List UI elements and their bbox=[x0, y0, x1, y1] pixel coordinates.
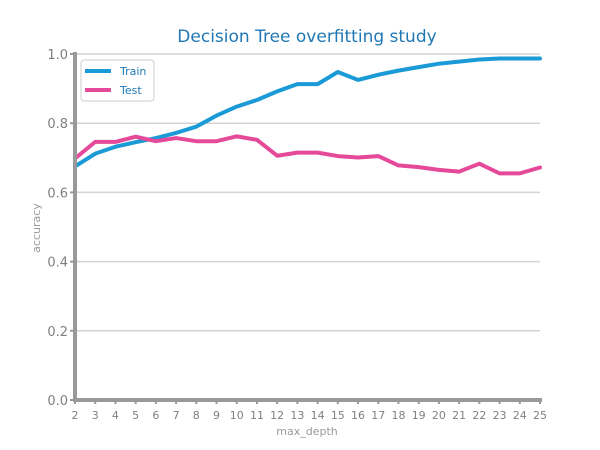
x-tick-label: 10 bbox=[230, 409, 244, 422]
x-tick-label: 6 bbox=[152, 409, 159, 422]
y-tick-label: 0.2 bbox=[47, 325, 68, 340]
x-tick-label: 23 bbox=[493, 409, 507, 422]
x-tick-label: 19 bbox=[412, 409, 426, 422]
x-tick-label: 9 bbox=[213, 409, 220, 422]
x-tick-label: 3 bbox=[92, 409, 99, 422]
series-lines bbox=[73, 56, 542, 176]
legend-label-test: Test bbox=[119, 84, 142, 97]
grid-lines bbox=[75, 53, 540, 332]
x-tick-label: 24 bbox=[513, 409, 527, 422]
x-tick-label: 5 bbox=[132, 409, 139, 422]
x-tick-label: 7 bbox=[173, 409, 180, 422]
x-tick-label: 18 bbox=[391, 409, 405, 422]
x-tick-label: 21 bbox=[452, 409, 466, 422]
tick-labels: 0.00.20.40.60.81.02 3 4 5 6 7 8 9 10 11 12 13 14 15 16… bbox=[47, 48, 547, 422]
chart-title: Decision Tree overfitting study bbox=[177, 27, 436, 47]
x-tick-label: 12 bbox=[270, 409, 284, 422]
x-tick-label: 15 bbox=[331, 409, 345, 422]
x-tick-label: 13 bbox=[290, 409, 304, 422]
x-tick-label: 2 bbox=[72, 409, 79, 422]
x-tick-label: 14 bbox=[311, 409, 325, 422]
y-tick-label: 0.4 bbox=[47, 256, 68, 271]
y-tick-label: 1.0 bbox=[47, 48, 68, 63]
x-tick-label: 22 bbox=[472, 409, 486, 422]
x-tick-label: 8 bbox=[193, 409, 200, 422]
y-tick-label: 0.8 bbox=[47, 117, 68, 132]
axes bbox=[70, 52, 542, 404]
y-tick-label: 0.6 bbox=[47, 186, 68, 201]
y-axis-label: accuracy bbox=[30, 203, 43, 253]
y-tick-label: 0.0 bbox=[47, 394, 68, 409]
x-tick-label: 16 bbox=[351, 409, 365, 422]
x-tick-label: 11 bbox=[250, 409, 264, 422]
legend-label-train: Train bbox=[119, 65, 146, 78]
legend: Train Test bbox=[80, 59, 155, 102]
x-tick-label: 17 bbox=[371, 409, 385, 422]
series-line-test bbox=[73, 134, 542, 176]
x-tick-label: 4 bbox=[112, 409, 119, 422]
x-tick-label: 25 bbox=[533, 409, 547, 422]
x-axis-label: max_depth bbox=[276, 425, 338, 438]
x-tick-label: 20 bbox=[432, 409, 446, 422]
